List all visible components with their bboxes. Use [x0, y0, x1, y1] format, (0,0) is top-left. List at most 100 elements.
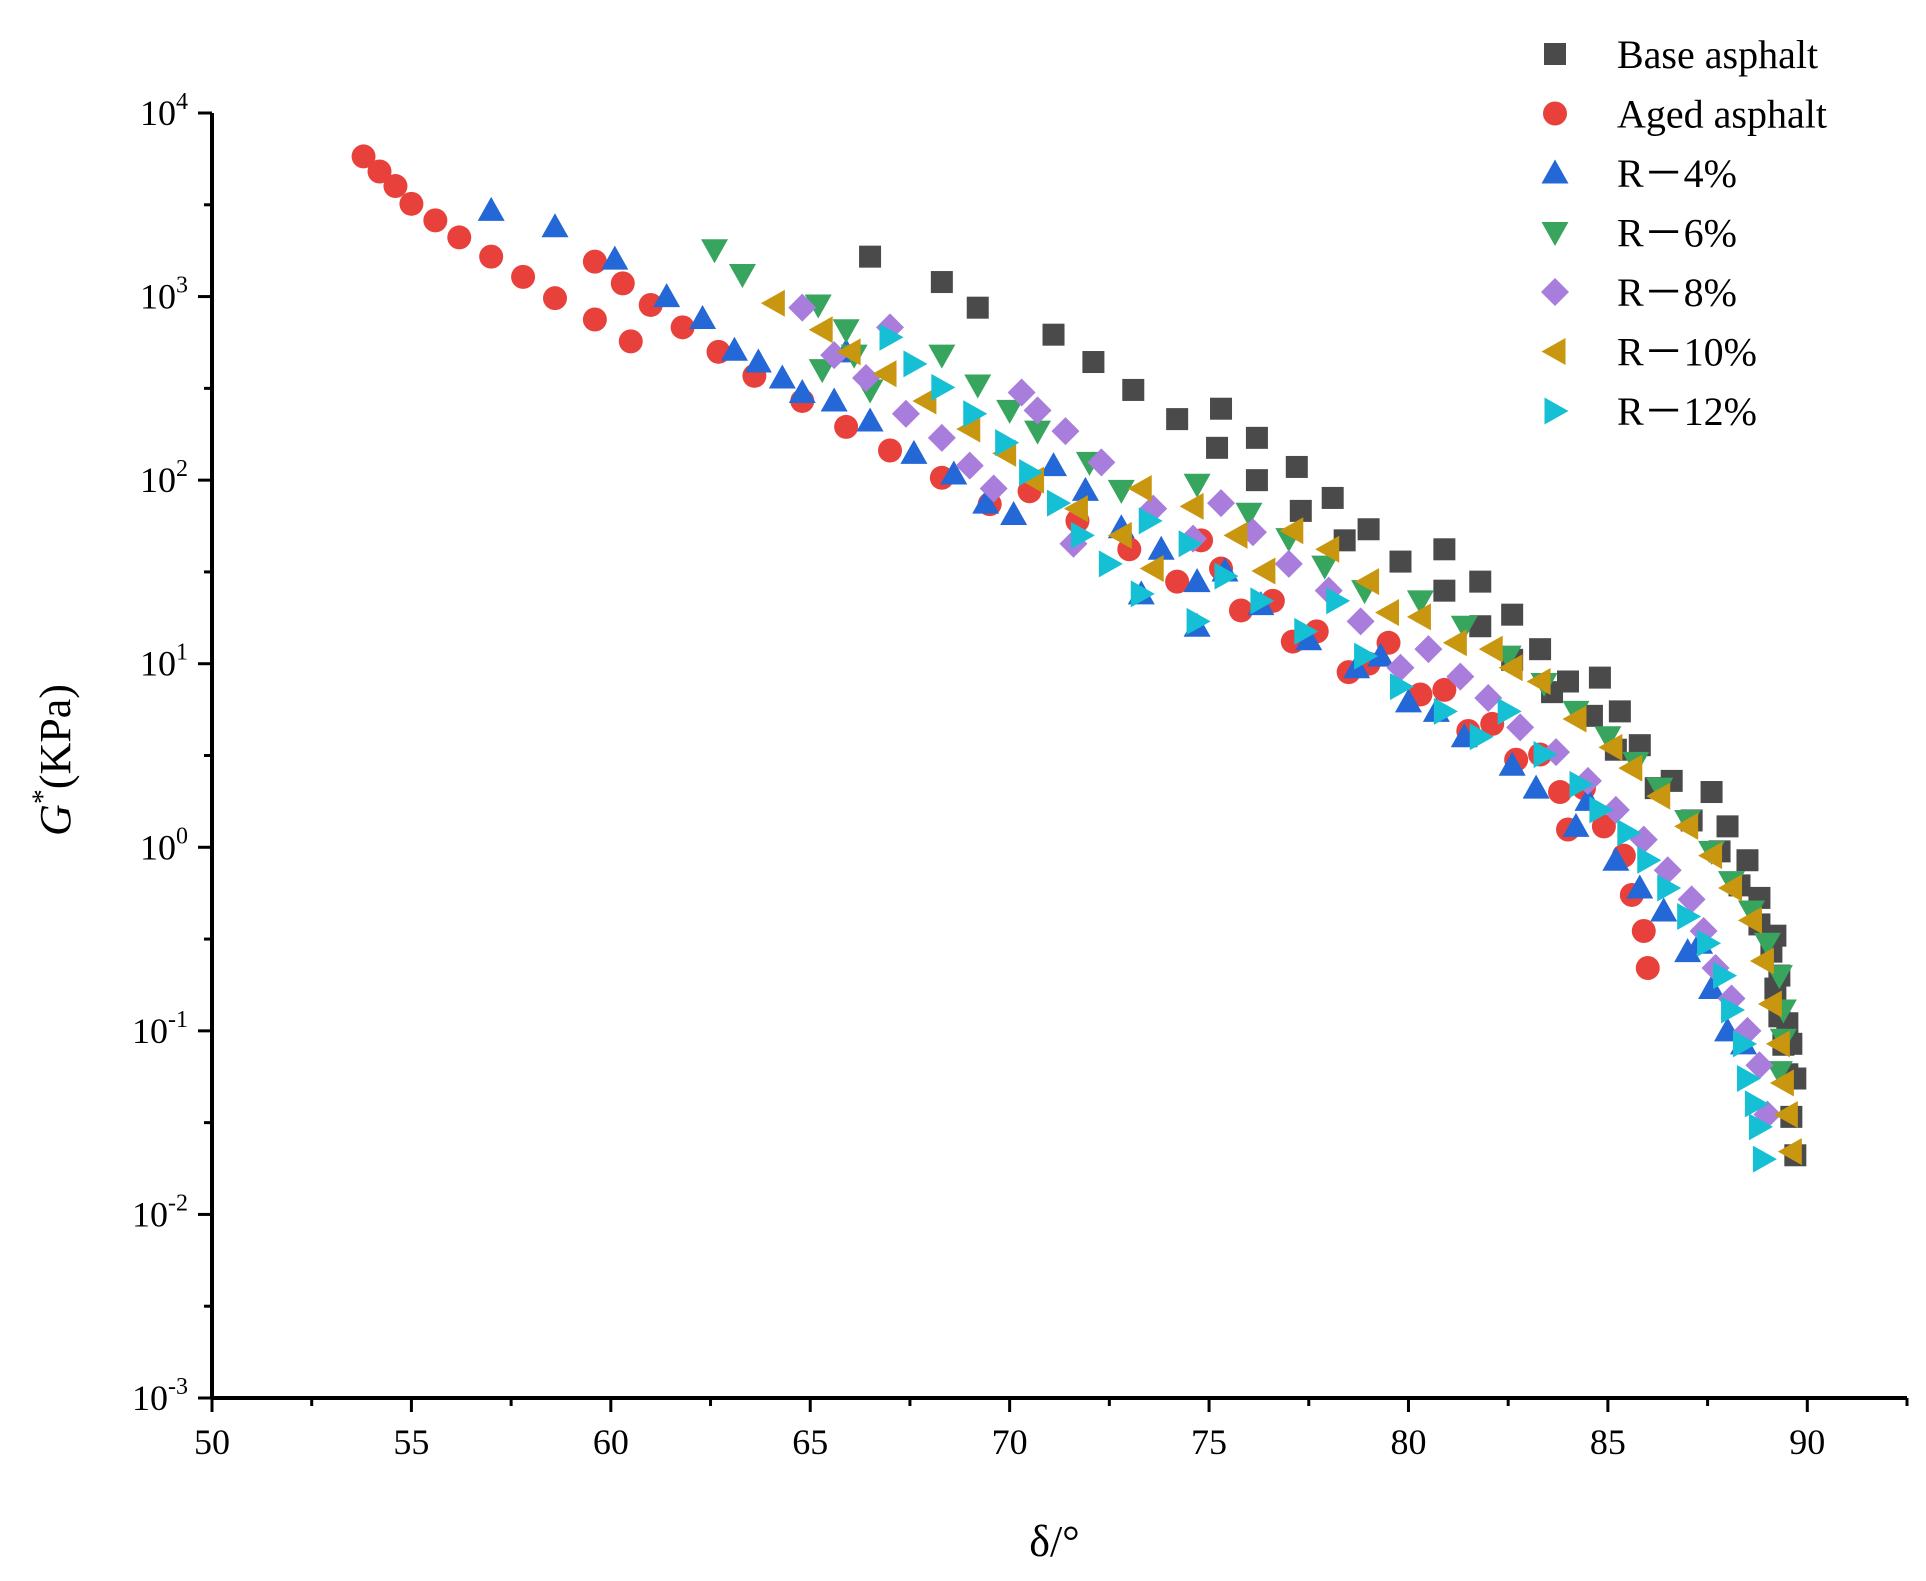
data-point — [601, 245, 629, 270]
y-tick-label: 10-1 — [132, 1007, 188, 1051]
data-point — [836, 338, 861, 366]
data-point — [1245, 469, 1268, 492]
data-point — [1279, 517, 1304, 545]
data-point — [1207, 489, 1236, 518]
data-point — [1274, 549, 1303, 578]
data-point — [1210, 397, 1233, 420]
data-point — [1346, 607, 1375, 636]
data-point — [931, 373, 956, 401]
data-point — [1070, 521, 1095, 549]
y-tick-exponent: 1 — [176, 640, 188, 666]
data-point — [903, 350, 928, 378]
data-point — [1631, 918, 1656, 943]
y-tick-base: 10 — [132, 1011, 168, 1051]
y-tick-base: 10 — [132, 1194, 168, 1234]
data-point — [1433, 697, 1458, 725]
data-point — [653, 283, 681, 308]
x-tick-label: 50 — [194, 1422, 230, 1462]
legend-item: R－6% — [1541, 211, 1737, 256]
data-point — [1608, 700, 1631, 723]
data-point — [1321, 486, 1344, 509]
data-point — [542, 286, 567, 311]
data-point — [1646, 782, 1671, 810]
legend-marker — [1541, 222, 1569, 246]
legend-label: Base asphalt — [1617, 32, 1818, 77]
data-point — [1071, 476, 1099, 501]
data-point — [859, 245, 882, 268]
data-point — [955, 451, 984, 480]
data-point — [912, 387, 937, 415]
data-point — [1406, 590, 1434, 615]
data-point — [1601, 795, 1630, 824]
data-point — [670, 315, 695, 340]
legend-label: R－10% — [1617, 330, 1757, 375]
data-point — [1235, 502, 1263, 527]
data-point — [956, 415, 981, 443]
data-point — [1000, 500, 1028, 525]
data-point — [1294, 617, 1319, 645]
data-point — [1548, 780, 1573, 805]
data-point — [1569, 770, 1594, 798]
series-aged-asphalt — [351, 144, 1660, 980]
data-point — [1598, 733, 1623, 761]
data-point — [1024, 420, 1052, 445]
data-point — [1562, 812, 1590, 837]
data-point — [1469, 723, 1494, 751]
y-tick-base: 10 — [132, 1378, 168, 1418]
data-point — [1617, 819, 1642, 847]
data-point — [1721, 996, 1746, 1024]
data-point — [808, 359, 836, 384]
data-point — [1749, 947, 1774, 975]
y-tick-base: 10 — [140, 93, 176, 133]
data-point — [1745, 1051, 1774, 1080]
data-point — [768, 364, 796, 389]
data-point — [760, 289, 785, 317]
data-point — [1698, 975, 1726, 1000]
legend-item: R－8% — [1541, 270, 1737, 315]
data-point — [1618, 754, 1643, 782]
data-point — [1602, 846, 1630, 871]
data-point — [1432, 677, 1457, 702]
legend-marker — [1543, 101, 1567, 126]
data-point — [1178, 530, 1203, 558]
data-point — [1354, 642, 1379, 670]
data-point — [744, 348, 772, 373]
data-point — [928, 344, 956, 369]
legend-label: R－6% — [1617, 211, 1737, 256]
y-tick-label: 10-3 — [132, 1374, 188, 1418]
data-point — [1355, 568, 1380, 596]
data-point — [1737, 900, 1765, 925]
data-point — [1315, 535, 1340, 563]
data-point — [1501, 603, 1524, 626]
legend: Base asphalt Aged asphalt R－4% R－6% R－8% R－10… — [1541, 32, 1827, 434]
y-tick-label: 10-2 — [132, 1190, 188, 1234]
data-point — [1698, 842, 1723, 870]
data-point — [1526, 668, 1551, 696]
data-point — [1019, 459, 1044, 487]
data-point — [1179, 492, 1204, 520]
data-point — [1769, 1069, 1794, 1097]
data-point — [879, 323, 904, 351]
y-tick-label: 100 — [140, 823, 188, 867]
data-point — [1594, 726, 1622, 751]
data-point — [1042, 323, 1065, 346]
data-point — [1697, 929, 1722, 957]
data-point — [1214, 562, 1239, 590]
data-point — [1295, 626, 1323, 651]
y-tick-base: 10 — [140, 827, 176, 867]
y-axis-title-unit: (KPa) — [31, 684, 80, 789]
data-point — [788, 379, 816, 404]
y-tick-exponent: 2 — [176, 456, 188, 482]
data-point — [638, 292, 663, 317]
data-point — [541, 213, 569, 238]
data-point — [1752, 1145, 1777, 1173]
data-point — [964, 374, 992, 399]
data-point — [1406, 603, 1431, 631]
data-point — [891, 399, 920, 428]
data-point — [1386, 653, 1415, 682]
y-tick-base: 10 — [140, 644, 176, 684]
data-points — [351, 144, 1807, 1173]
data-point — [900, 439, 928, 464]
data-point — [1289, 499, 1312, 522]
data-point — [728, 263, 756, 288]
